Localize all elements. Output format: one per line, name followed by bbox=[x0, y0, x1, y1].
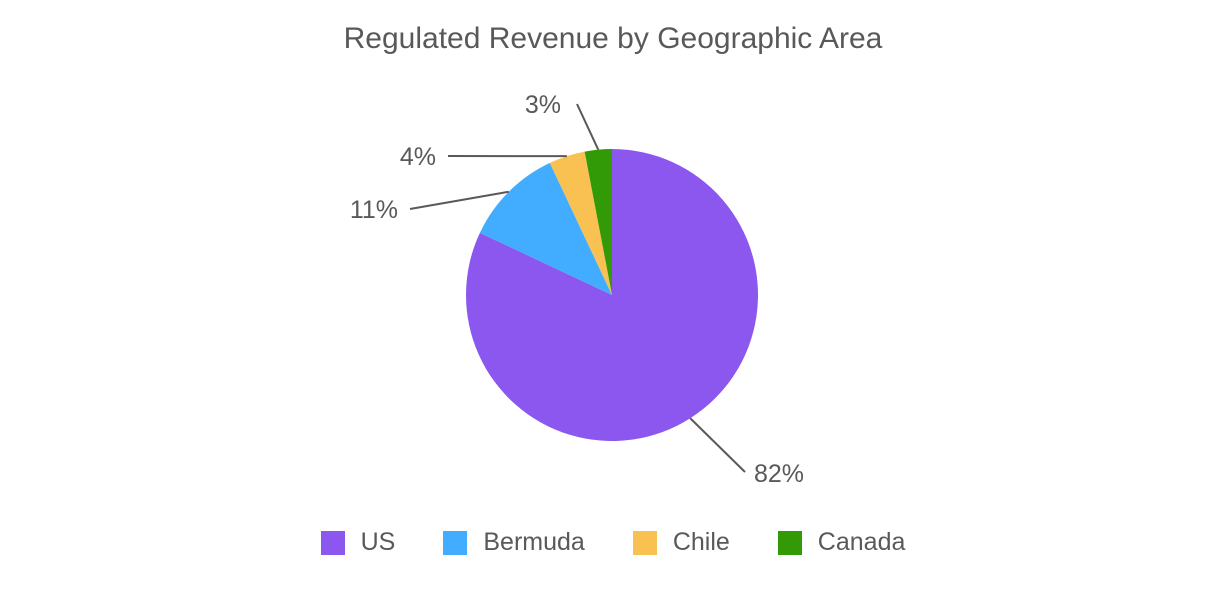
legend-item-bermuda[interactable]: Bermuda bbox=[443, 528, 585, 557]
legend-item-us[interactable]: US bbox=[320, 528, 396, 557]
legend-swatch bbox=[777, 530, 802, 555]
pie-slice-bermuda[interactable] bbox=[479, 162, 612, 295]
legend-label: US bbox=[360, 528, 396, 556]
legend-swatch bbox=[320, 530, 345, 555]
legend-item-canada[interactable]: Canada bbox=[777, 528, 906, 557]
legend-swatch bbox=[632, 530, 657, 555]
leader-line bbox=[576, 103, 600, 151]
legend-label: Chile bbox=[672, 528, 730, 556]
slice-label: 3% bbox=[525, 91, 561, 119]
pie-slice-chile[interactable] bbox=[549, 151, 612, 295]
slice-label: 82% bbox=[754, 460, 804, 488]
slice-label: 4% bbox=[400, 143, 436, 171]
legend: US Bermuda Chile Canada bbox=[0, 528, 1226, 557]
leader-line bbox=[409, 190, 509, 210]
pie-slice-canada[interactable] bbox=[584, 149, 612, 295]
legend-label: Canada bbox=[817, 528, 906, 556]
leader-line bbox=[689, 417, 746, 473]
chart-title: Regulated Revenue by Geographic Area bbox=[343, 22, 883, 55]
legend-label: Bermuda bbox=[483, 528, 585, 556]
pie-slice-us[interactable] bbox=[466, 149, 759, 441]
legend-item-chile[interactable]: Chile bbox=[632, 528, 730, 557]
slice-label: 11% bbox=[350, 196, 398, 224]
legend-swatch bbox=[443, 530, 468, 555]
